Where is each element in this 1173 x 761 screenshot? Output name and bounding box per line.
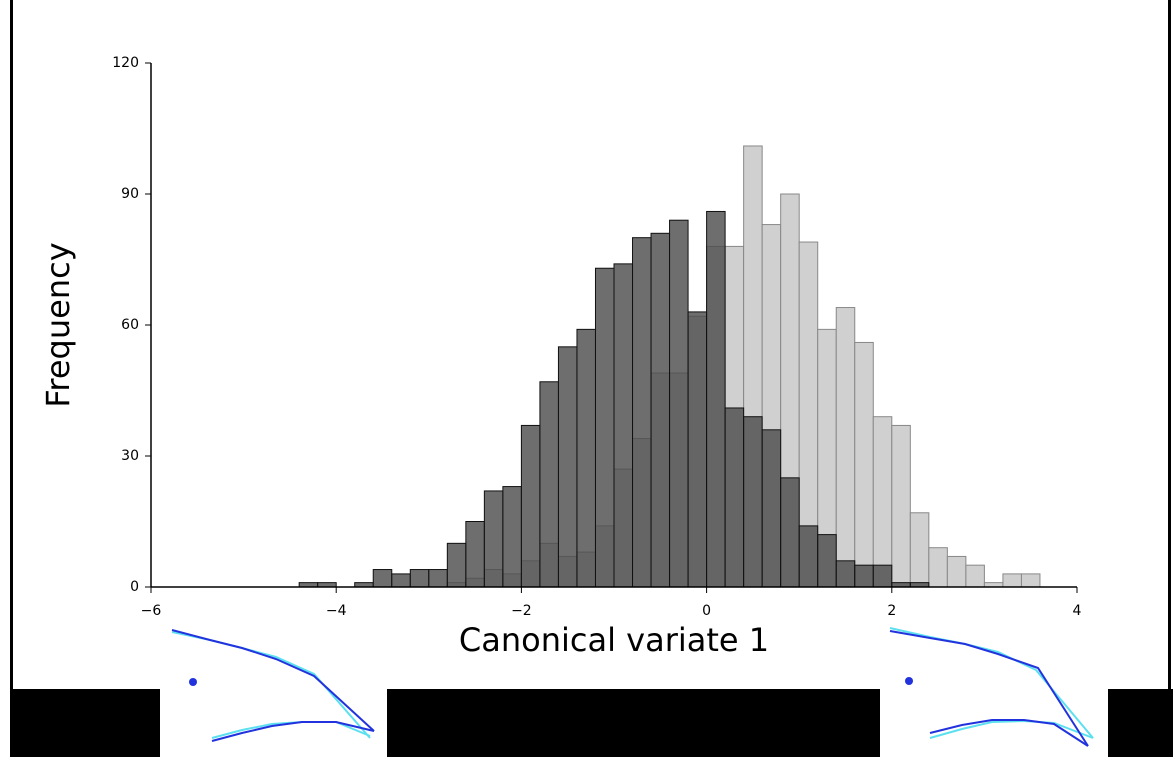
bar [706, 210, 726, 588]
bar [613, 263, 634, 588]
black-panel [387, 689, 880, 757]
bar [632, 237, 652, 588]
wing-left [171, 629, 375, 742]
bar [817, 534, 837, 588]
bar [798, 525, 819, 588]
y-tick-label: 60 [121, 317, 139, 333]
y-tick-label: 30 [121, 448, 139, 464]
x-tick-label: −6 [141, 603, 162, 619]
bar [761, 429, 782, 588]
x-tick-label: −4 [326, 603, 347, 619]
bar [465, 521, 485, 588]
bar [835, 307, 856, 588]
x-tick-label: 0 [702, 603, 711, 619]
bar [391, 573, 411, 588]
bar [946, 555, 967, 588]
x-tick-label: 2 [887, 603, 896, 619]
black-panel [1108, 689, 1173, 757]
bar [428, 569, 448, 588]
bar [909, 512, 930, 588]
bar [687, 311, 708, 588]
bar [854, 341, 874, 588]
y-axis-label: Frequency [39, 242, 77, 407]
bar [502, 486, 522, 588]
bar [724, 407, 745, 588]
bar [483, 490, 504, 588]
frame-edge [1168, 0, 1171, 690]
bar [928, 547, 948, 588]
x-axis-label: Canonical variate 1 [459, 621, 769, 659]
bar [446, 542, 467, 588]
bar [780, 477, 800, 588]
bar [409, 569, 430, 588]
bar [1002, 573, 1022, 588]
x-tick-label: 4 [1073, 603, 1082, 619]
y-tick-label: 120 [112, 55, 139, 71]
bar [669, 219, 689, 588]
bar [372, 569, 393, 588]
bar [1020, 573, 1041, 588]
y-tick-label: 90 [121, 186, 139, 202]
bar [520, 424, 541, 588]
frame-edge [10, 0, 13, 690]
bar [557, 346, 578, 588]
x-tick-label: −2 [511, 603, 532, 619]
bar [891, 424, 911, 588]
bar [872, 416, 893, 588]
y-tick-label: 0 [130, 579, 139, 595]
bar [872, 564, 893, 588]
bar [965, 564, 985, 588]
bar [594, 267, 615, 588]
wing-right [889, 627, 1094, 747]
bar [854, 564, 874, 588]
bar [576, 328, 596, 588]
bar [743, 416, 763, 588]
bar [835, 560, 856, 588]
black-panel [10, 689, 160, 757]
bar [650, 232, 671, 588]
bar [539, 381, 559, 588]
